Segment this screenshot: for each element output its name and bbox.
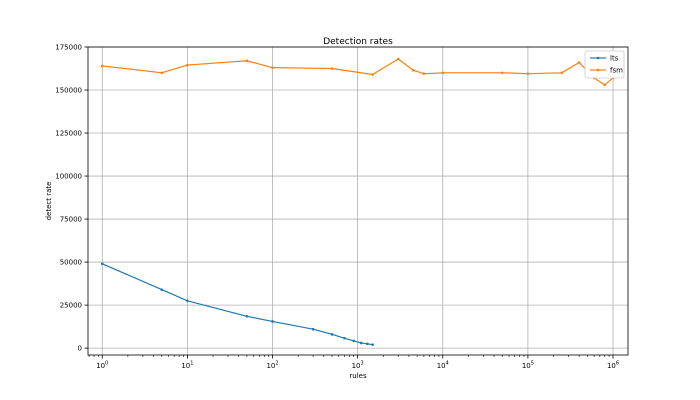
y-tick-label: 75000 (60, 216, 82, 224)
data-point-lts (100, 262, 104, 266)
data-point-fsm (271, 66, 274, 69)
x-tick-label: 105 (522, 361, 534, 371)
data-point-fsm (330, 67, 334, 70)
x-tick-label: 104 (437, 361, 449, 371)
data-point-fsm (371, 73, 374, 76)
data-point-fsm (396, 57, 400, 61)
data-point-lts (343, 336, 346, 340)
y-tick-label: 125000 (55, 130, 82, 138)
x-axis-label: rules (349, 372, 367, 380)
data-point-lts (160, 288, 164, 291)
x-tick-label: 100 (96, 361, 108, 371)
data-point-fsm (160, 71, 164, 75)
data-point-lts (271, 320, 274, 323)
series-line-fsm (102, 58, 614, 86)
y-tick-label: 100000 (55, 173, 82, 181)
chart-title: Detection rates (323, 37, 393, 47)
plot-area (87, 46, 629, 356)
legend-label-lts: lts (610, 55, 619, 63)
x-tick-label: 101 (181, 361, 193, 371)
y-tick-label: 0 (78, 345, 82, 353)
legend: lts fsm (584, 50, 625, 79)
data-point-fsm (411, 68, 415, 72)
series-layer (100, 57, 615, 346)
data-point-lts (330, 333, 334, 336)
data-point-fsm (500, 71, 504, 75)
data-point-fsm (526, 72, 530, 75)
data-point-lts (311, 327, 315, 331)
y-tick-label: 25000 (60, 302, 82, 310)
legend-marker-lts (596, 56, 600, 60)
y-axis-ticks: 0 25000 50000 75000 100000 125000 150000 175000 (55, 44, 88, 353)
data-point-lts (371, 343, 374, 346)
x-tick-label: 102 (266, 361, 278, 371)
data-point-lts (366, 342, 369, 346)
data-point-fsm (603, 83, 607, 87)
legend-label-fsm: fsm (610, 67, 623, 75)
x-axis-ticks: 100 101 102 103 104 105 106 (88, 355, 619, 371)
legend-marker-fsm (596, 68, 600, 72)
data-point-fsm (577, 61, 581, 64)
data-point-fsm (560, 71, 564, 75)
x-tick-label: 103 (352, 361, 364, 371)
data-point-fsm (245, 59, 249, 63)
y-tick-label: 175000 (55, 44, 82, 52)
y-tick-label: 50000 (60, 259, 82, 267)
data-point-lts (359, 341, 363, 345)
data-point-fsm (422, 72, 426, 75)
data-point-lts (245, 314, 249, 318)
data-point-fsm (100, 64, 104, 68)
data-point-lts (352, 339, 356, 343)
data-point-fsm (186, 63, 189, 67)
y-tick-label: 150000 (55, 87, 82, 95)
data-point-lts (186, 299, 189, 303)
y-axis-label: detect rate (45, 182, 53, 221)
data-point-fsm (441, 71, 445, 75)
x-tick-label: 106 (607, 361, 619, 371)
